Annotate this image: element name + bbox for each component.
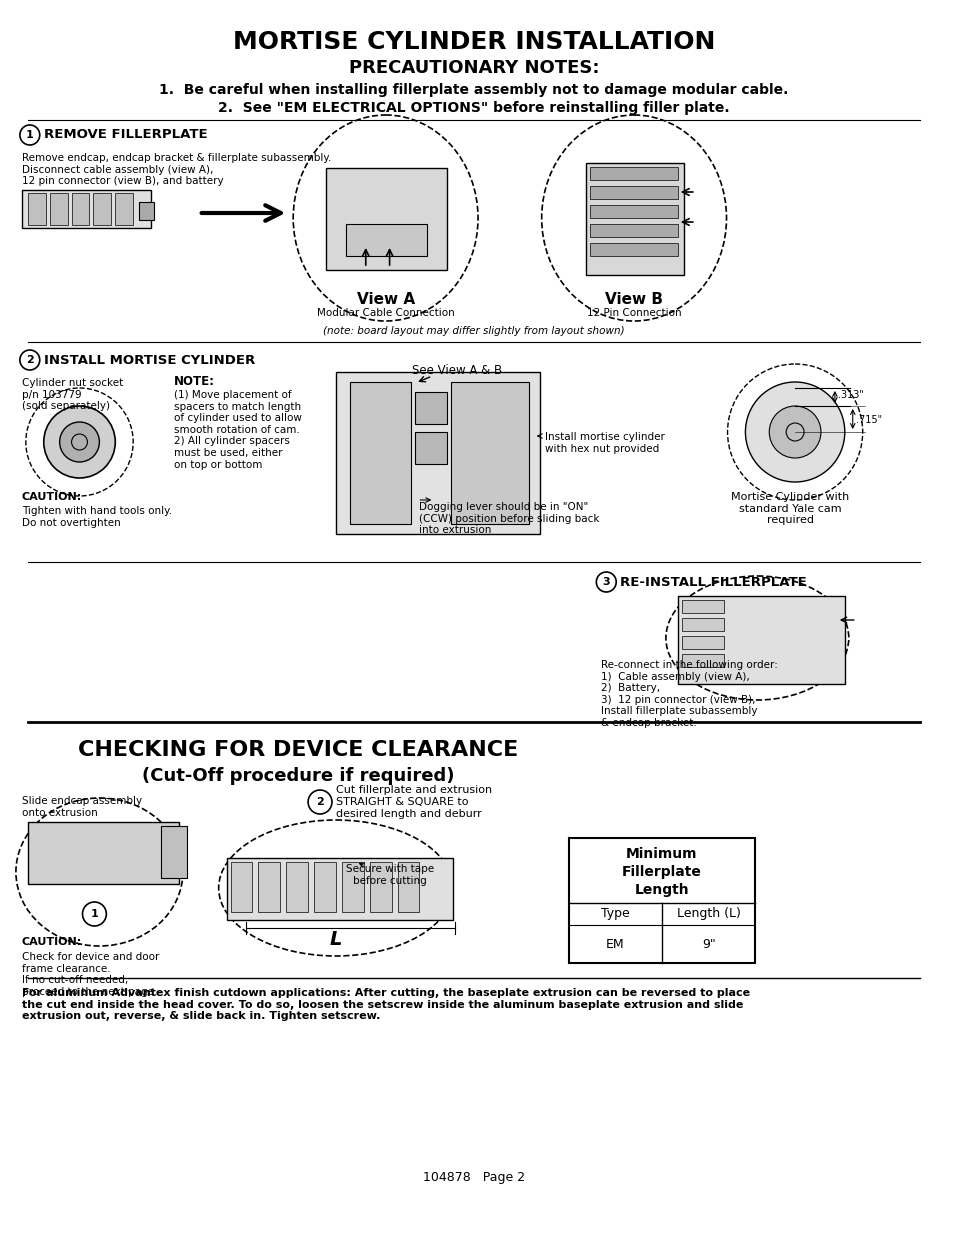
Text: Minimum: Minimum xyxy=(625,847,697,861)
Text: CAUTION:: CAUTION: xyxy=(22,492,82,501)
Bar xyxy=(22,190,151,228)
Bar xyxy=(681,636,722,650)
Bar xyxy=(341,862,363,911)
Text: See View A & B: See View A & B xyxy=(412,364,501,377)
Bar xyxy=(568,839,755,963)
Bar xyxy=(71,193,90,225)
Circle shape xyxy=(44,406,115,478)
Text: (Cut-Off procedure if required): (Cut-Off procedure if required) xyxy=(142,767,454,785)
Bar xyxy=(28,193,46,225)
Bar xyxy=(681,655,722,667)
Text: (note: board layout may differ slightly from layout shown): (note: board layout may differ slightly … xyxy=(323,326,624,336)
Bar xyxy=(115,193,133,225)
Text: Length: Length xyxy=(634,883,688,897)
Text: For aluminum Advantex finish cutdown applications: After cutting, the baseplate : For aluminum Advantex finish cutdown app… xyxy=(22,988,749,1021)
Bar xyxy=(370,862,391,911)
Text: 2: 2 xyxy=(26,354,33,366)
Text: .313": .313" xyxy=(837,390,862,400)
Bar xyxy=(350,382,411,524)
Text: Dogging lever should be in "ON"
(CCW) position before sliding back
into extrusio: Dogging lever should be in "ON" (CCW) po… xyxy=(419,501,599,535)
Text: (1) Move placement of
spacers to match length
of cylinder used to allow
smooth r: (1) Move placement of spacers to match l… xyxy=(173,390,301,469)
Bar xyxy=(161,826,187,878)
Text: View B: View B xyxy=(604,291,662,308)
Text: 2.  See "EM ELECTRICAL OPTIONS" before reinstalling filler plate.: 2. See "EM ELECTRICAL OPTIONS" before re… xyxy=(218,101,729,115)
Text: Re-connect in the following order:
1)  Cable assembly (view A),
2)  Battery,
3) : Re-connect in the following order: 1) Ca… xyxy=(600,659,778,727)
Text: Remove endcap, endcap bracket & fillerplate subassembly.
Disconnect cable assemb: Remove endcap, endcap bracket & fillerpl… xyxy=(22,153,331,186)
Text: Slide endcap assembly
onto extrusion: Slide endcap assembly onto extrusion xyxy=(22,797,142,818)
Text: CHECKING FOR DEVICE CLEARANCE: CHECKING FOR DEVICE CLEARANCE xyxy=(78,740,517,760)
Bar xyxy=(335,372,539,534)
Bar xyxy=(286,862,308,911)
Bar xyxy=(50,193,68,225)
Bar xyxy=(397,862,419,911)
Bar xyxy=(451,382,528,524)
Bar xyxy=(678,597,844,684)
Bar xyxy=(139,203,153,220)
Text: L: L xyxy=(330,930,342,948)
Text: PRECAUTIONARY NOTES:: PRECAUTIONARY NOTES: xyxy=(349,59,598,77)
Circle shape xyxy=(453,436,484,468)
Text: Cylinder nut socket
p/n 103779
(sold separately): Cylinder nut socket p/n 103779 (sold sep… xyxy=(22,378,123,411)
Bar xyxy=(415,391,447,424)
Text: 3: 3 xyxy=(602,577,610,587)
Text: NOTE:: NOTE: xyxy=(173,375,214,388)
Circle shape xyxy=(742,616,782,656)
Circle shape xyxy=(105,203,117,215)
Text: Secure with tape
before cutting: Secure with tape before cutting xyxy=(345,864,434,885)
Bar xyxy=(28,823,179,884)
Bar xyxy=(314,862,335,911)
Text: Mortise Cylinder with
standard Yale cam
required: Mortise Cylinder with standard Yale cam … xyxy=(730,492,848,525)
Circle shape xyxy=(123,844,139,860)
Bar xyxy=(590,205,678,219)
Text: 1.  Be careful when installing fillerplate assembly not to damage modular cable.: 1. Be careful when installing fillerplat… xyxy=(159,83,788,98)
Text: View A: View A xyxy=(356,291,415,308)
Text: 104878   Page 2: 104878 Page 2 xyxy=(422,1172,524,1184)
Text: EM: EM xyxy=(605,937,624,951)
Text: Type: Type xyxy=(600,908,629,920)
Text: .715": .715" xyxy=(855,415,881,425)
Text: 9": 9" xyxy=(701,937,715,951)
Bar xyxy=(681,618,722,631)
Bar xyxy=(590,186,678,199)
Text: Tighten with hand tools only.
Do not overtighten: Tighten with hand tools only. Do not ove… xyxy=(22,506,172,527)
Text: Install mortise cylinder
with hex nut provided: Install mortise cylinder with hex nut pr… xyxy=(544,432,664,453)
Circle shape xyxy=(40,844,55,860)
Bar xyxy=(590,224,678,237)
Text: REMOVE FILLERPLATE: REMOVE FILLERPLATE xyxy=(44,128,207,142)
Bar xyxy=(586,163,683,275)
Circle shape xyxy=(744,382,844,482)
Text: INSTALL MORTISE CYLINDER: INSTALL MORTISE CYLINDER xyxy=(44,353,254,367)
Circle shape xyxy=(349,177,396,224)
Bar xyxy=(415,432,447,464)
Bar xyxy=(590,167,678,180)
Bar xyxy=(231,862,253,911)
Text: Check for device and door
frame clearance.
If no cut-off needed,
proceed to the : Check for device and door frame clearanc… xyxy=(22,952,159,997)
Text: 2: 2 xyxy=(315,797,324,806)
Bar xyxy=(93,193,112,225)
Bar xyxy=(227,858,453,920)
Text: 1: 1 xyxy=(91,909,98,919)
Text: 1: 1 xyxy=(26,130,33,140)
Text: Cut fillerplate and extrusion
STRAIGHT & SQUARE to
desired length and deburr: Cut fillerplate and extrusion STRAIGHT &… xyxy=(335,785,492,819)
Text: Fillerplate: Fillerplate xyxy=(621,864,701,879)
Circle shape xyxy=(81,844,97,860)
Bar xyxy=(326,168,447,270)
Bar xyxy=(258,862,280,911)
Circle shape xyxy=(363,191,381,209)
Text: CAUTION:: CAUTION: xyxy=(22,937,82,947)
Text: RE-INSTALL FILLERPLATE: RE-INSTALL FILLERPLATE xyxy=(619,576,806,589)
Bar xyxy=(346,224,427,256)
Text: Length (L): Length (L) xyxy=(676,908,740,920)
Bar xyxy=(590,243,678,256)
Text: MORTISE CYLINDER INSTALLATION: MORTISE CYLINDER INSTALLATION xyxy=(233,30,715,54)
Circle shape xyxy=(60,422,99,462)
Text: 12 Pin Connection: 12 Pin Connection xyxy=(586,308,680,317)
Circle shape xyxy=(768,406,821,458)
Text: Modular Cable Connection: Modular Cable Connection xyxy=(316,308,454,317)
Bar xyxy=(681,600,722,613)
